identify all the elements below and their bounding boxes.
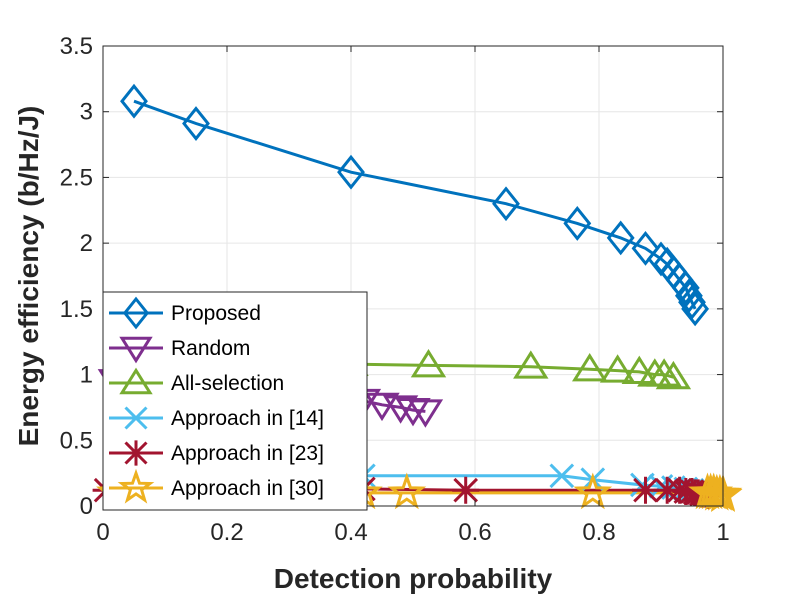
data-point — [681, 291, 710, 327]
data-point — [337, 154, 365, 190]
data-point — [563, 206, 592, 241]
data-point — [632, 476, 659, 504]
legend-marker — [124, 406, 148, 430]
x-tick-label: 0.4 — [334, 519, 367, 546]
tick-labels: 0 0.2 0.4 0.6 0.8 1 0 0.5 1 1.5 2 2.5 3 3.5 — [60, 33, 730, 546]
data-point — [631, 230, 660, 266]
data-point — [549, 463, 575, 489]
legend-label: Approach in [30] — [171, 477, 324, 500]
x-tick-label: 0.2 — [210, 519, 243, 546]
data-point — [513, 350, 549, 379]
legend-box — [102, 291, 368, 511]
data-point — [182, 106, 210, 141]
legend-item: Random — [109, 336, 250, 364]
data-point — [573, 472, 613, 510]
x-tick-label: 0.6 — [458, 519, 491, 546]
legend-label: Proposed — [171, 302, 261, 325]
legend-marker — [122, 296, 150, 330]
legend-item: Approach in [30] — [109, 468, 324, 504]
axes-box — [102, 45, 724, 507]
y-tick-label: 1.5 — [60, 296, 93, 323]
data-point — [571, 352, 608, 382]
y-tick-label: 3.5 — [60, 33, 93, 60]
y-tick-label: 3 — [80, 99, 93, 126]
data-point — [671, 270, 700, 306]
data-point — [120, 83, 148, 119]
legend-marker — [119, 336, 153, 364]
y-tick-label: 0.5 — [60, 427, 93, 454]
legend-marker — [117, 468, 155, 504]
data-point — [407, 399, 444, 428]
data-point — [646, 358, 682, 387]
legend-label: Approach in [23] — [171, 442, 324, 465]
legend-item: Approach in [14] — [109, 406, 324, 430]
data-point — [621, 355, 658, 384]
y-tick-label: 1 — [80, 362, 93, 389]
legend-marker — [119, 367, 153, 395]
legend-item: All-selection — [109, 367, 284, 395]
data-point — [387, 472, 427, 510]
legend-label: Approach in [14] — [171, 407, 324, 430]
legend-label: Random — [171, 337, 250, 360]
x-tick-label: 0.8 — [582, 519, 615, 546]
legend-item: Approach in [23] — [109, 440, 324, 466]
y-axis-label: Energy efficiency (b/Hz/J) — [13, 106, 44, 447]
data-point — [382, 395, 419, 424]
data-point — [410, 349, 447, 378]
legend-marker — [123, 440, 149, 466]
y-tick-label: 0 — [80, 493, 93, 520]
data-point — [492, 186, 520, 222]
legend-item: Proposed — [109, 296, 261, 330]
legend: Proposed Random All-selection Approach in [… — [102, 291, 368, 511]
data-point — [364, 392, 400, 422]
y-tick-label: 2.5 — [60, 164, 93, 191]
y-tick-label: 2 — [80, 230, 93, 257]
data-point — [606, 220, 635, 256]
data-point — [674, 278, 703, 314]
data-point — [452, 476, 480, 504]
data-point — [599, 354, 636, 383]
data-point — [678, 284, 706, 320]
x-axis-label: Detection probability — [274, 563, 553, 594]
x-tick-label: 1 — [716, 519, 729, 546]
x-tick-label: 0 — [96, 519, 109, 546]
legend-label: All-selection — [171, 372, 284, 395]
data-point — [655, 360, 692, 390]
data-point — [630, 472, 655, 498]
